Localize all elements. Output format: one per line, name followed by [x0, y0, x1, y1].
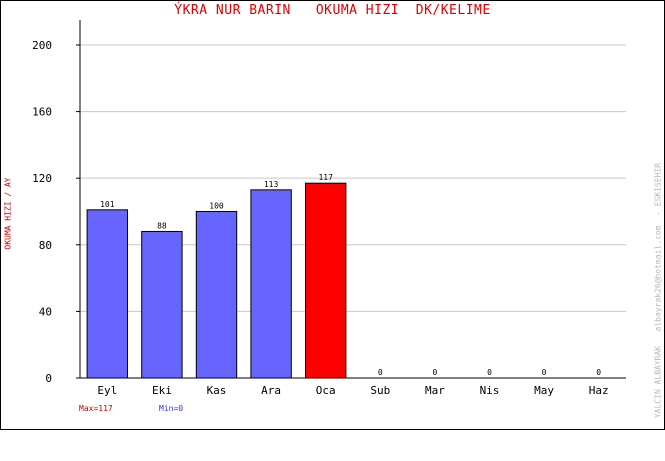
x-tick-label: Ara — [261, 384, 281, 397]
x-tick-label: May — [534, 384, 554, 397]
x-tick-label: Nis — [480, 384, 500, 397]
bar — [141, 230, 183, 379]
bar-value-label: 0 — [378, 368, 383, 377]
max-label: Max=117 — [79, 404, 113, 413]
bar-value-label: 113 — [264, 180, 279, 189]
bar-chart: 0 40 80 120 160 200 101 Eyl 88 Eki 100 Kas 113 Ara 117… — [32, 20, 626, 397]
x-tick-label: Kas — [207, 384, 227, 397]
chart-title: ÝKRA NUR BARIN OKUMA HIZI DK/KELIME — [174, 3, 491, 18]
bar-value-label: 88 — [157, 221, 167, 230]
y-tick-label: 40 — [39, 305, 52, 318]
x-tick-label: Haz — [589, 384, 609, 397]
min-label: Min=0 — [159, 404, 184, 413]
bar-value-label: 0 — [542, 368, 547, 377]
y-tick-label: 160 — [32, 106, 52, 119]
y-tick-label: 120 — [32, 172, 52, 185]
x-tick-label: Oca — [316, 384, 336, 397]
bar — [250, 189, 292, 379]
bar-value-label: 0 — [487, 368, 492, 377]
bar — [304, 182, 347, 379]
x-tick-label: Eyl — [97, 384, 117, 397]
y-tick-label: 80 — [39, 239, 52, 252]
bar-value-label: 117 — [318, 173, 333, 182]
x-tick-label: Mar — [425, 384, 445, 397]
bar — [86, 209, 129, 379]
y-tick-label: 0 — [45, 372, 52, 385]
bar-value-label: 0 — [596, 368, 601, 377]
bar-value-label: 101 — [100, 200, 115, 209]
bar-value-label: 100 — [209, 201, 224, 210]
x-tick-label: Sub — [370, 384, 390, 397]
y-tick-label: 200 — [32, 39, 52, 52]
bar-value-label: 0 — [432, 368, 437, 377]
bar — [195, 210, 238, 379]
x-tick-label: Eki — [152, 384, 172, 397]
